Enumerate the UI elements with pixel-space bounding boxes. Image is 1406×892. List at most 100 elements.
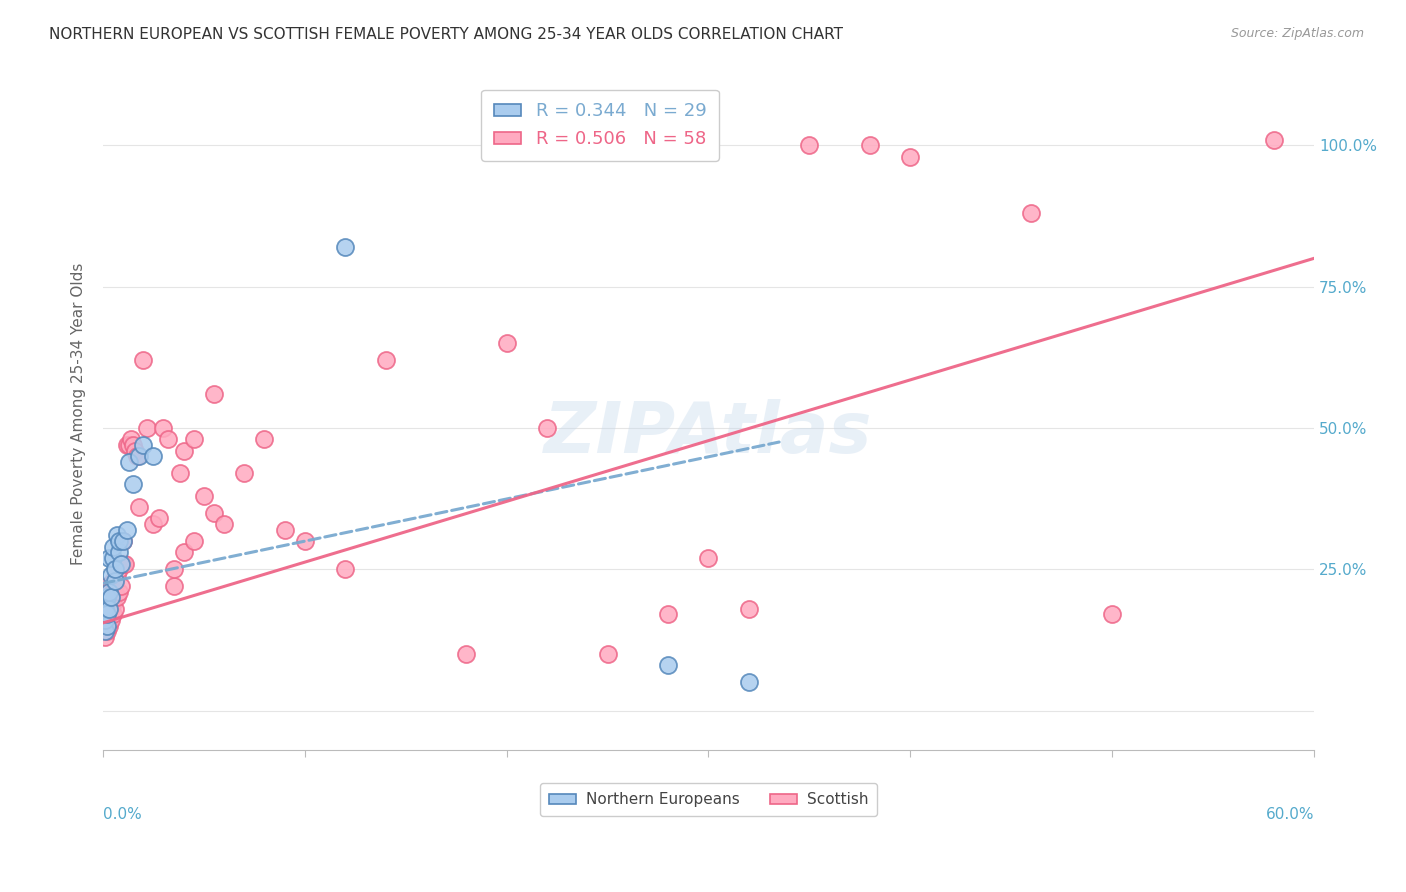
Point bbox=[112, 533, 135, 548]
Point bbox=[101, 574, 124, 588]
Point bbox=[118, 455, 141, 469]
Point bbox=[94, 619, 117, 633]
Point bbox=[156, 432, 179, 446]
Point bbox=[142, 516, 165, 531]
Point bbox=[108, 562, 131, 576]
Point bbox=[202, 506, 225, 520]
Point bbox=[1101, 607, 1123, 622]
Point bbox=[96, 601, 118, 615]
Point bbox=[596, 647, 619, 661]
Point bbox=[128, 449, 150, 463]
Point bbox=[115, 523, 138, 537]
Point bbox=[104, 579, 127, 593]
Point bbox=[456, 647, 478, 661]
Point bbox=[94, 601, 117, 615]
Point bbox=[173, 545, 195, 559]
Y-axis label: Female Poverty Among 25-34 Year Olds: Female Poverty Among 25-34 Year Olds bbox=[72, 262, 86, 565]
Point bbox=[173, 443, 195, 458]
Point bbox=[333, 562, 356, 576]
Point bbox=[657, 658, 679, 673]
Point bbox=[132, 438, 155, 452]
Point bbox=[96, 613, 118, 627]
Point bbox=[97, 601, 120, 615]
Point bbox=[738, 601, 761, 615]
Point bbox=[110, 579, 132, 593]
Point bbox=[97, 596, 120, 610]
Point bbox=[97, 584, 120, 599]
Point bbox=[294, 533, 316, 548]
Point bbox=[193, 489, 215, 503]
Point bbox=[1021, 206, 1043, 220]
Point bbox=[118, 438, 141, 452]
Point bbox=[120, 432, 142, 446]
Point bbox=[799, 138, 821, 153]
Point bbox=[100, 579, 122, 593]
Point bbox=[374, 353, 396, 368]
Point bbox=[536, 421, 558, 435]
Point bbox=[148, 511, 170, 525]
Point bbox=[96, 591, 118, 605]
Text: NORTHERN EUROPEAN VS SCOTTISH FEMALE POVERTY AMONG 25-34 YEAR OLDS CORRELATION C: NORTHERN EUROPEAN VS SCOTTISH FEMALE POV… bbox=[49, 27, 844, 42]
Point bbox=[333, 240, 356, 254]
Point bbox=[128, 500, 150, 514]
Point bbox=[859, 138, 882, 153]
Point bbox=[101, 584, 124, 599]
Text: Source: ZipAtlas.com: Source: ZipAtlas.com bbox=[1230, 27, 1364, 40]
Point bbox=[114, 557, 136, 571]
Point bbox=[105, 528, 128, 542]
Text: 60.0%: 60.0% bbox=[1265, 807, 1315, 822]
Point bbox=[495, 336, 517, 351]
Point bbox=[100, 591, 122, 605]
Point bbox=[233, 466, 256, 480]
Point bbox=[94, 607, 117, 622]
Point bbox=[162, 579, 184, 593]
Point bbox=[273, 523, 295, 537]
Point bbox=[122, 477, 145, 491]
Point bbox=[183, 533, 205, 548]
Point bbox=[212, 516, 235, 531]
Point bbox=[1263, 133, 1285, 147]
Point bbox=[101, 540, 124, 554]
Point bbox=[108, 584, 131, 599]
Point bbox=[104, 574, 127, 588]
Text: 0.0%: 0.0% bbox=[103, 807, 142, 822]
Point bbox=[96, 619, 118, 633]
Legend: Northern Europeans, Scottish: Northern Europeans, Scottish bbox=[540, 783, 877, 816]
Point bbox=[97, 607, 120, 622]
Point bbox=[96, 607, 118, 622]
Point bbox=[96, 624, 118, 639]
Point bbox=[122, 438, 145, 452]
Point bbox=[202, 387, 225, 401]
Point bbox=[94, 630, 117, 644]
Point bbox=[100, 601, 122, 615]
Point bbox=[697, 550, 720, 565]
Point bbox=[94, 591, 117, 605]
Point bbox=[142, 449, 165, 463]
Point bbox=[100, 613, 122, 627]
Point bbox=[108, 545, 131, 559]
Point bbox=[183, 432, 205, 446]
Point bbox=[108, 533, 131, 548]
Point bbox=[115, 438, 138, 452]
Point bbox=[101, 596, 124, 610]
Point bbox=[112, 557, 135, 571]
Point bbox=[112, 533, 135, 548]
Point bbox=[738, 675, 761, 690]
Point bbox=[97, 550, 120, 565]
Point bbox=[101, 550, 124, 565]
Point bbox=[169, 466, 191, 480]
Point bbox=[94, 624, 117, 639]
Point bbox=[94, 613, 117, 627]
Point bbox=[136, 421, 159, 435]
Point bbox=[127, 449, 149, 463]
Point bbox=[96, 579, 118, 593]
Point bbox=[104, 562, 127, 576]
Point bbox=[898, 150, 921, 164]
Point bbox=[132, 353, 155, 368]
Text: ZIPAtlas: ZIPAtlas bbox=[544, 400, 873, 468]
Point bbox=[97, 584, 120, 599]
Point bbox=[105, 591, 128, 605]
Point bbox=[105, 567, 128, 582]
Point bbox=[100, 567, 122, 582]
Point bbox=[162, 562, 184, 576]
